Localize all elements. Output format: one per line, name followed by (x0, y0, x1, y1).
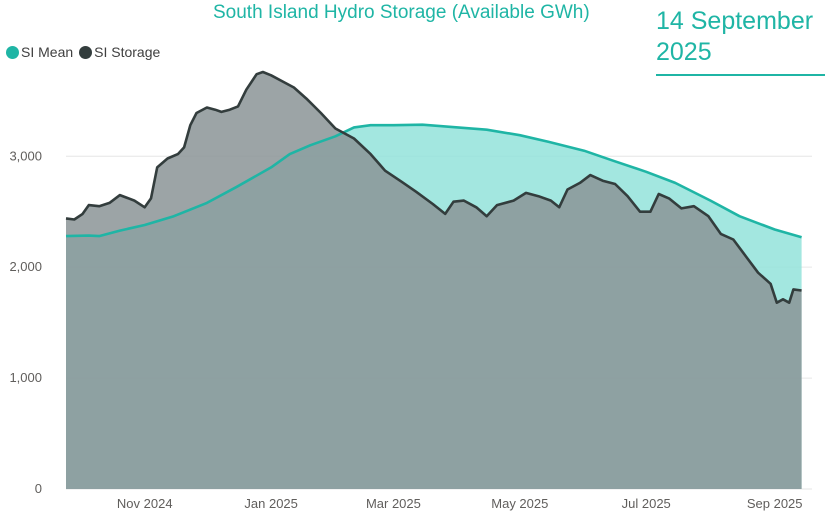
chart-title: South Island Hydro Storage (Available GW… (213, 2, 590, 23)
line-si-storage[interactable] (65, 70, 802, 305)
series-areas (66, 72, 802, 489)
legend-label-si-mean: SI Mean (21, 44, 74, 60)
line-si-mean[interactable] (65, 123, 802, 239)
y-axis: 0 1,000 2,000 3,000 (9, 148, 42, 496)
y-tick-label: 0 (35, 481, 42, 496)
legend-item-si-storage[interactable]: SI Storage (79, 44, 160, 60)
y-tick-label: 2,000 (9, 259, 42, 274)
legend[interactable]: SI Mean SI Storage (6, 44, 166, 60)
legend-marker-si-storage (79, 45, 93, 59)
legend-label-si-storage: SI Storage (94, 44, 161, 60)
y-tick-label: 3,000 (9, 148, 42, 163)
area-si-storage (66, 72, 802, 489)
x-tick-label: Jul 2025 (622, 496, 671, 511)
date-card-text: 14 September 2025 (656, 7, 814, 66)
legend-marker-si-mean (6, 45, 19, 59)
legend-item-si-mean[interactable]: SI Mean (6, 44, 73, 60)
x-tick-label: Nov 2024 (117, 496, 173, 511)
x-tick-label: Jan 2025 (244, 496, 298, 511)
series-lines (65, 70, 802, 305)
x-axis: Nov 2024 Jan 2025 Mar 2025 May 2025 Jul 2025… (117, 496, 803, 511)
x-tick-label: Mar 2025 (366, 496, 421, 511)
x-tick-label: Sep 2025 (747, 496, 803, 511)
y-tick-label: 1,000 (9, 370, 42, 385)
x-tick-label: May 2025 (491, 496, 548, 511)
date-card: 14 September 2025 (656, 6, 825, 76)
